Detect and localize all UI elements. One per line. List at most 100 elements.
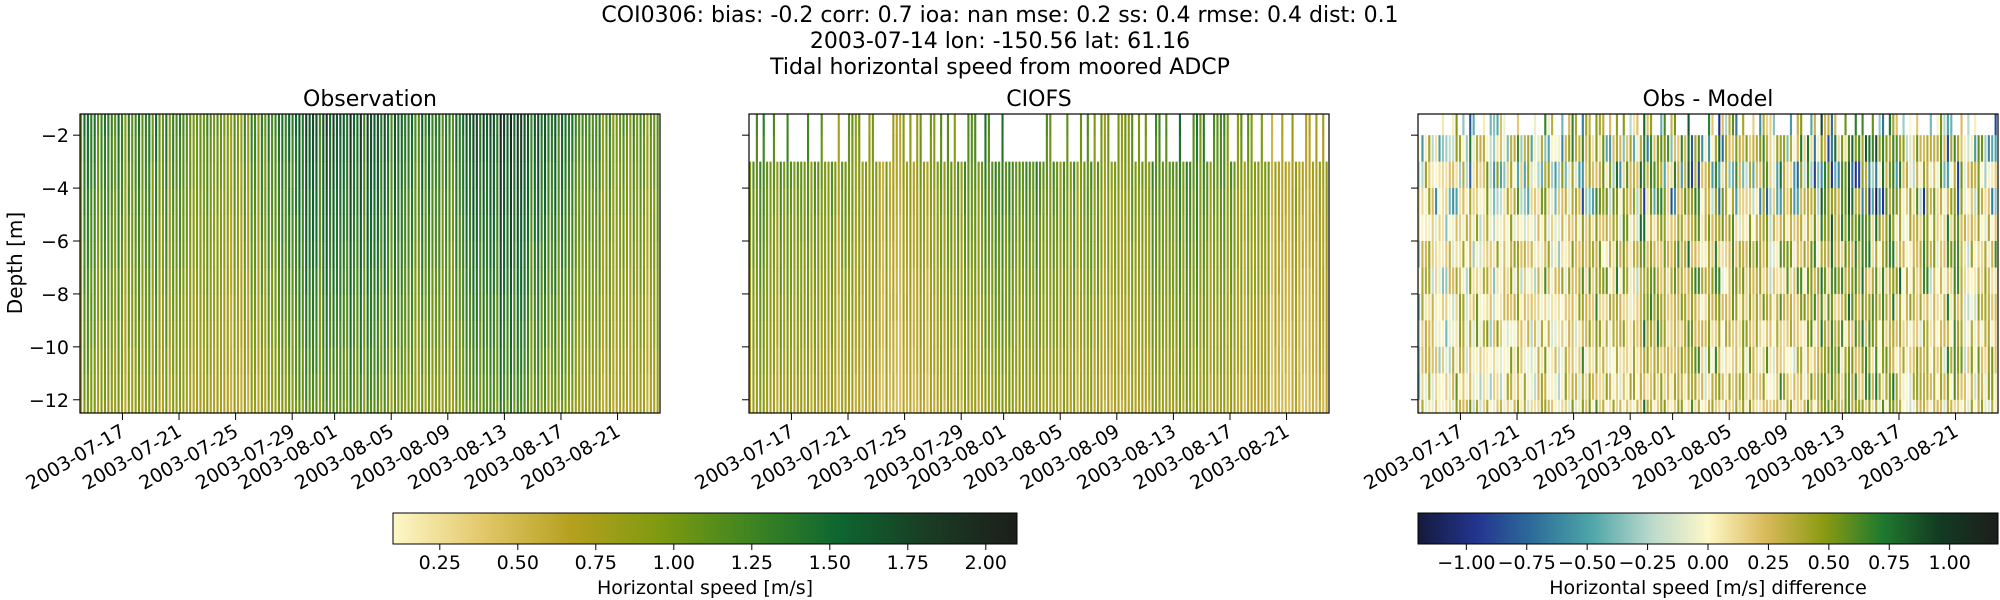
data-cell bbox=[622, 346, 625, 374]
data-cell bbox=[636, 373, 639, 401]
data-cell bbox=[591, 161, 594, 189]
data-cell bbox=[1602, 241, 1605, 268]
data-cell bbox=[612, 267, 615, 295]
data-cell bbox=[1513, 373, 1516, 401]
data-cell bbox=[1059, 293, 1062, 321]
data-cell bbox=[1513, 320, 1516, 348]
data-cell bbox=[571, 188, 574, 216]
data-cell bbox=[1124, 320, 1127, 348]
data-cell bbox=[298, 399, 301, 413]
data-cell bbox=[465, 114, 468, 136]
data-cell bbox=[1458, 214, 1462, 242]
data-cell bbox=[629, 373, 632, 401]
data-cell bbox=[407, 293, 410, 321]
data-cell bbox=[926, 399, 929, 413]
data-cell bbox=[1086, 135, 1089, 163]
data-cell bbox=[1202, 399, 1205, 413]
data-cell bbox=[1209, 293, 1212, 321]
data-cell bbox=[1472, 267, 1475, 295]
data-cell bbox=[776, 267, 779, 295]
data-cell bbox=[1694, 214, 1697, 242]
data-cell bbox=[468, 267, 472, 295]
data-cell bbox=[544, 188, 547, 216]
data-cell bbox=[1513, 214, 1516, 242]
data-cell bbox=[1025, 346, 1028, 374]
data-cell bbox=[520, 188, 523, 216]
data-cell bbox=[161, 135, 164, 163]
data-cell bbox=[393, 135, 396, 163]
data-cell bbox=[1236, 320, 1239, 348]
data-cell bbox=[847, 267, 851, 295]
data-cell bbox=[1257, 267, 1260, 295]
data-cell bbox=[120, 188, 124, 216]
data-cell bbox=[325, 293, 328, 321]
data-cell bbox=[1240, 346, 1243, 374]
data-cell bbox=[1294, 373, 1297, 401]
data-cell bbox=[1557, 346, 1560, 374]
data-cell bbox=[1441, 320, 1444, 348]
data-cell bbox=[424, 241, 427, 268]
data-cell bbox=[984, 399, 987, 413]
data-cell bbox=[267, 135, 270, 163]
data-cell bbox=[1247, 293, 1250, 321]
data-cell bbox=[127, 188, 130, 216]
data-cell bbox=[277, 241, 280, 268]
data-cell bbox=[844, 293, 847, 321]
data-cell bbox=[434, 135, 437, 163]
data-cell bbox=[953, 267, 956, 295]
data-cell bbox=[1236, 161, 1239, 189]
data-cell bbox=[772, 320, 775, 348]
data-cell bbox=[786, 267, 789, 295]
data-cell bbox=[506, 114, 509, 136]
data-cell bbox=[1045, 214, 1048, 242]
data-cell bbox=[155, 373, 158, 401]
data-cell bbox=[1178, 293, 1181, 321]
data-cell bbox=[1066, 346, 1069, 374]
data-cell bbox=[1114, 241, 1117, 268]
data-cell bbox=[1554, 135, 1557, 163]
data-cell bbox=[1103, 114, 1106, 136]
data-cell bbox=[561, 399, 564, 413]
data-cell bbox=[1165, 267, 1168, 295]
data-cell bbox=[1650, 241, 1653, 268]
data-cell bbox=[1284, 188, 1287, 216]
data-cell bbox=[1711, 320, 1714, 348]
data-cell bbox=[981, 267, 984, 295]
data-cell bbox=[1677, 320, 1680, 348]
data-cell bbox=[1516, 373, 1520, 401]
data-cell bbox=[226, 320, 229, 348]
data-cell bbox=[1264, 241, 1267, 268]
data-cell bbox=[1612, 346, 1615, 374]
data-cell bbox=[1230, 346, 1233, 374]
data-cell bbox=[533, 188, 536, 216]
data-cell bbox=[1503, 161, 1506, 189]
data-cell bbox=[1612, 214, 1615, 242]
data-cell bbox=[1506, 161, 1509, 189]
data-cell bbox=[1311, 241, 1315, 268]
data-cell bbox=[264, 320, 267, 348]
data-cell bbox=[1158, 188, 1161, 216]
data-cell bbox=[1206, 161, 1209, 189]
data-cell bbox=[267, 214, 270, 242]
data-cell bbox=[80, 114, 83, 136]
data-cell bbox=[110, 241, 113, 268]
data-cell bbox=[1424, 373, 1427, 401]
data-cell bbox=[175, 114, 178, 136]
data-cell bbox=[349, 399, 352, 413]
data-cell bbox=[288, 241, 291, 268]
data-cell bbox=[619, 188, 622, 216]
data-cell bbox=[144, 267, 147, 295]
data-cell bbox=[100, 346, 103, 374]
data-cell bbox=[571, 161, 574, 189]
data-cell bbox=[216, 161, 219, 189]
data-cell bbox=[226, 161, 229, 189]
data-cell bbox=[642, 267, 646, 295]
data-cell bbox=[523, 135, 526, 163]
data-cell bbox=[1049, 293, 1052, 321]
data-cell bbox=[318, 320, 321, 348]
data-cell bbox=[1318, 188, 1321, 216]
data-cell bbox=[1523, 161, 1526, 189]
data-cell bbox=[957, 241, 960, 268]
data-cell bbox=[1086, 373, 1089, 401]
data-cell bbox=[1445, 373, 1448, 401]
